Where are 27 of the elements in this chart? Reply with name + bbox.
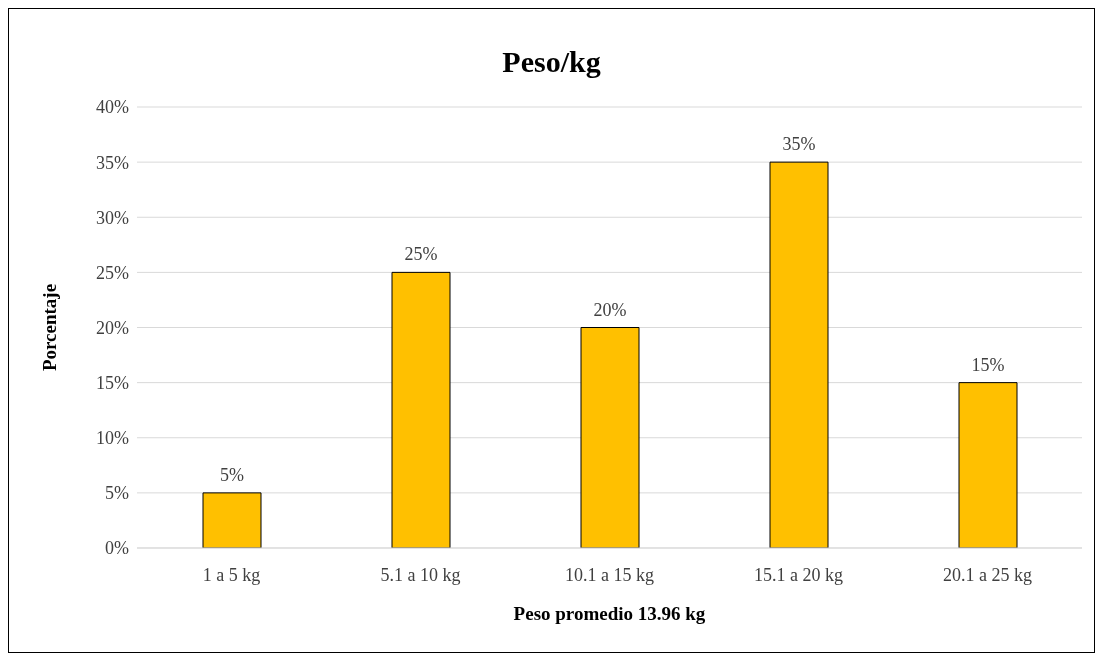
y-axis-title: Porcentaje: [38, 283, 60, 372]
bar: [958, 382, 1018, 548]
x-tick-label: 10.1 a 15 kg: [565, 564, 654, 585]
y-tick-label: 15%: [96, 373, 129, 394]
data-label: 35%: [782, 134, 816, 155]
bar: [202, 492, 262, 548]
bar: [580, 327, 640, 548]
x-axis-title: Peso promedio 13.96 kg: [513, 603, 706, 624]
y-tick-label: 0%: [105, 538, 129, 559]
y-tick-label: 5%: [105, 483, 129, 504]
y-tick-label: 25%: [96, 262, 129, 283]
bar: [391, 271, 451, 548]
y-tick-label: 30%: [96, 207, 129, 228]
y-tick-label: 20%: [96, 317, 129, 338]
y-tick-label: 35%: [96, 152, 129, 173]
data-label: 15%: [971, 354, 1005, 375]
x-tick-label: 15.1 a 20 kg: [754, 564, 843, 585]
data-label: 5%: [220, 464, 244, 485]
y-tick-label: 10%: [96, 428, 129, 449]
x-tick-label: 1 a 5 kg: [202, 564, 261, 585]
data-label: 20%: [593, 299, 627, 320]
data-label: 25%: [404, 244, 438, 265]
y-tick-label: 40%: [96, 97, 129, 118]
bar: [769, 161, 829, 548]
chart-title: Peso/kg: [501, 45, 602, 79]
x-tick-label: 20.1 a 25 kg: [943, 564, 1032, 585]
x-tick-label: 5.1 a 10 kg: [380, 564, 461, 585]
